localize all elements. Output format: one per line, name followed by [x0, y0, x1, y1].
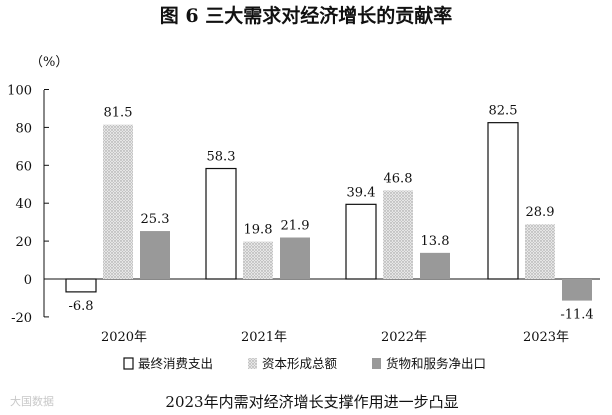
y-tick-label: 80 — [15, 121, 32, 136]
x-tick-label: 2021年 — [241, 330, 287, 345]
bar-capital — [103, 124, 133, 280]
y-tick-label: 40 — [15, 197, 32, 212]
value-label-capital: 81.5 — [104, 106, 133, 121]
value-labels: -6.8 81.5 25.3 58.3 19.8 21.9 39.4 46.8 13.8 82.5… — [68, 104, 593, 323]
bar-capital — [243, 241, 273, 279]
bar-consumption — [205, 167, 237, 280]
bar-net-export — [562, 279, 592, 301]
chart-title: 图 6 三大需求对经济增长的贡献率 — [160, 4, 452, 27]
value-label-consumption: 58.3 — [207, 150, 236, 165]
value-label-net-export: 25.3 — [141, 212, 170, 227]
value-label-consumption: -6.8 — [68, 299, 93, 314]
y-ticks: 100 80 60 40 20 0 -20 — [7, 84, 49, 326]
watermark: 大国数据 — [10, 394, 54, 408]
x-tick-label: 2020年 — [101, 330, 147, 345]
y-tick-label: 0 — [24, 273, 32, 288]
legend-label-net-export: 货物和服务净出口 — [386, 356, 486, 371]
bar-net-export — [420, 252, 450, 279]
value-label-net-export: 13.8 — [421, 234, 450, 249]
y-tick-label: 60 — [15, 159, 32, 174]
bar-consumption — [65, 278, 97, 293]
legend-label-consumption: 最终消费支出 — [138, 356, 213, 371]
value-label-net-export: 21.9 — [281, 218, 310, 233]
caption: 2023年内需对经济增长支撑作用进一步凸显 — [165, 393, 458, 411]
value-label-capital: 19.8 — [244, 222, 273, 237]
legend: 最终消费支出 资本形成总额 货物和服务净出口 — [123, 356, 486, 371]
bar-consumption — [487, 122, 519, 280]
legend-swatch-capital — [248, 358, 257, 369]
y-axis-unit: （%） — [30, 55, 68, 70]
y-tick-label: 100 — [7, 84, 32, 99]
x-tick-labels: 2020年 2021年 2022年 2023年 — [101, 330, 569, 345]
value-label-consumption: 82.5 — [489, 104, 518, 119]
bar-capital — [383, 190, 413, 279]
bar-consumption — [345, 203, 377, 280]
bar-net-export — [280, 237, 310, 279]
legend-label-capital: 资本形成总额 — [262, 356, 338, 371]
bar-net-export — [140, 231, 170, 279]
bar-capital — [525, 224, 555, 279]
x-tick-label: 2023年 — [523, 330, 569, 345]
legend-swatch-consumption — [123, 357, 134, 370]
bars — [65, 122, 592, 301]
value-label-consumption: 39.4 — [347, 185, 376, 200]
value-label-net-export: -11.4 — [560, 308, 593, 323]
y-tick-label: 20 — [15, 235, 32, 250]
y-tick-label: -20 — [11, 311, 32, 326]
value-label-capital: 46.8 — [384, 171, 413, 186]
legend-swatch-net-export — [372, 358, 381, 369]
x-tick-label: 2022年 — [381, 330, 427, 345]
value-label-capital: 28.9 — [526, 205, 555, 220]
